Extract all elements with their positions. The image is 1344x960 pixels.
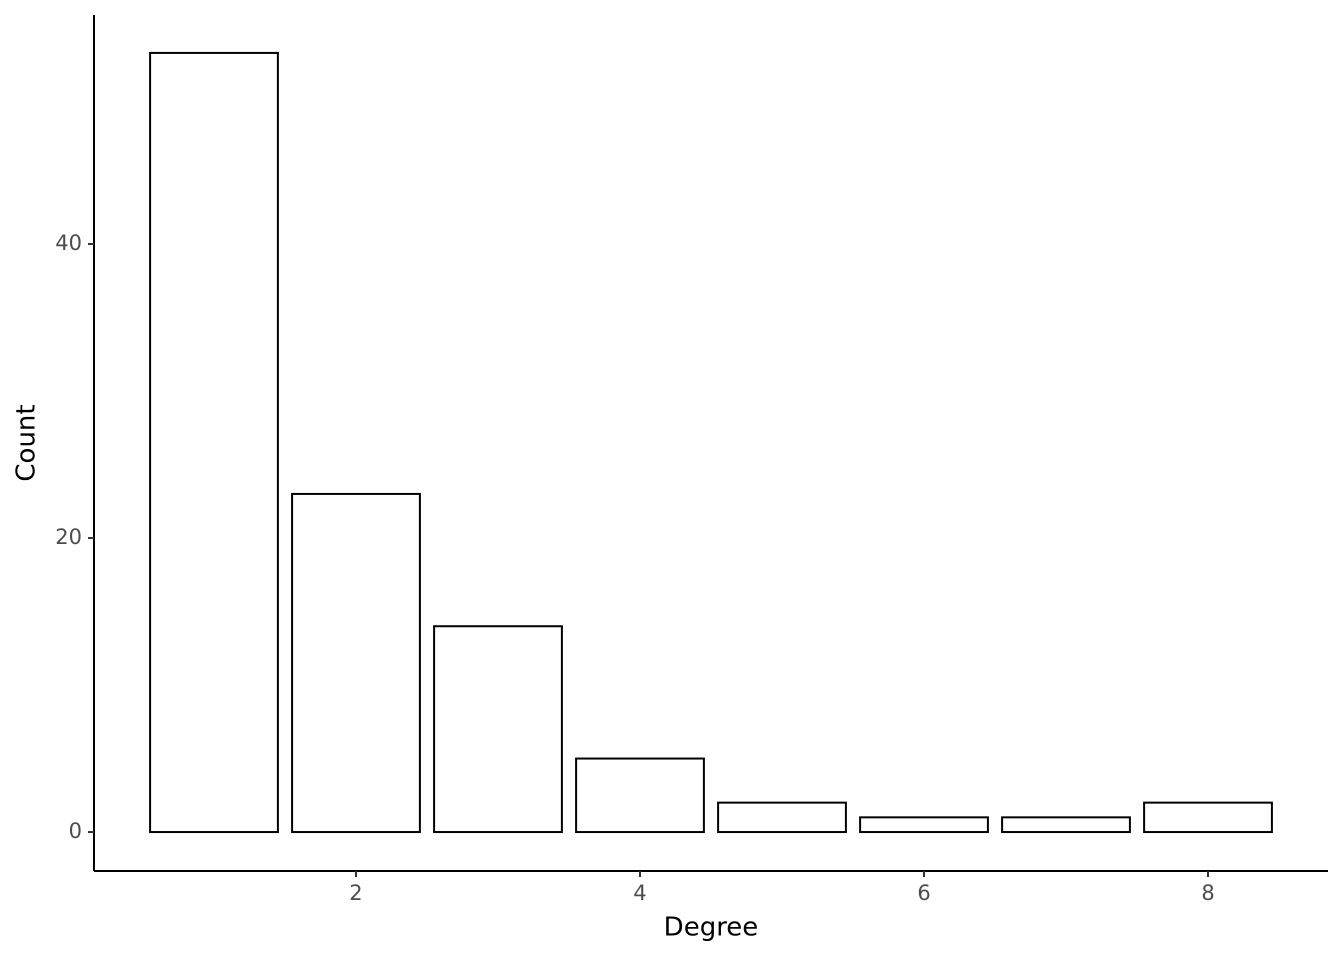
- x-tick-label: 6: [917, 881, 930, 905]
- bar: [291, 492, 421, 834]
- bar: [717, 801, 847, 834]
- x-tick-label: 8: [1201, 881, 1214, 905]
- x-tick-label: 4: [633, 881, 646, 905]
- bar: [433, 625, 563, 834]
- bar: [575, 757, 705, 834]
- x-axis-title: Degree: [664, 913, 759, 943]
- bar: [859, 816, 989, 834]
- bar: [1001, 816, 1131, 834]
- y-axis-title: Count: [12, 404, 42, 481]
- x-tick-label: 2: [349, 881, 362, 905]
- bar: [149, 51, 279, 834]
- bar: [1143, 801, 1273, 834]
- y-tick-label: 40: [55, 231, 82, 255]
- y-tick-label: 0: [69, 819, 82, 843]
- y-tick-label: 20: [55, 525, 82, 549]
